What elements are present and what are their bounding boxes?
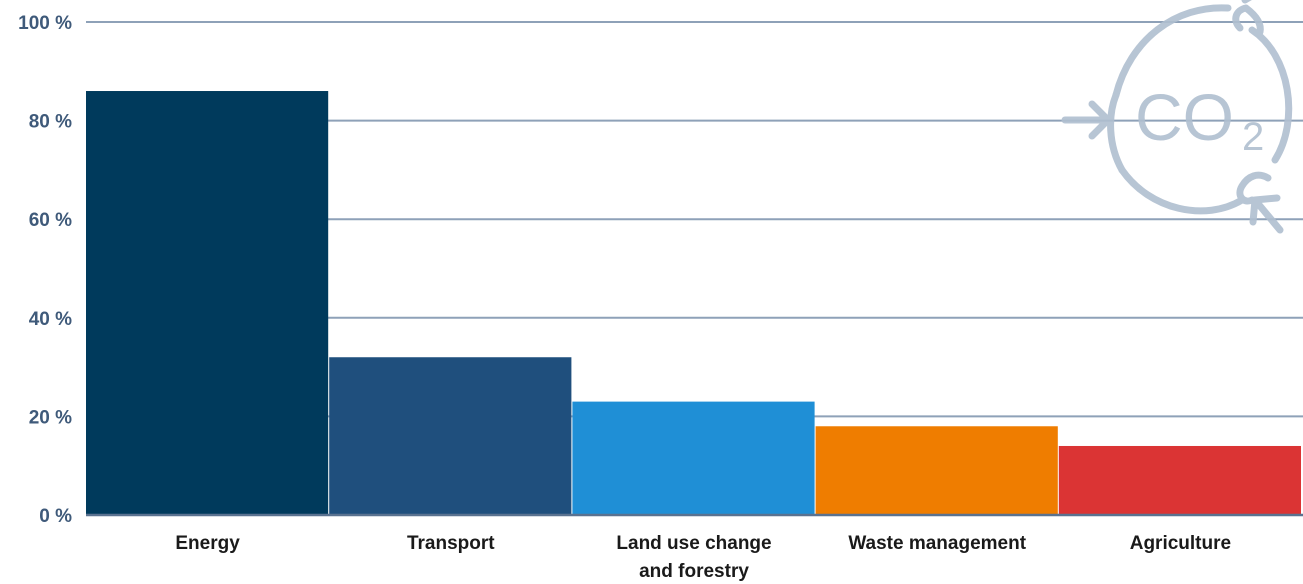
- co2-cycle-icon: CO 2: [1061, 0, 1293, 234]
- x-category-label: Land use change and forestry: [616, 533, 771, 582]
- bars: [86, 91, 1301, 516]
- y-tick-label: 20 %: [29, 407, 72, 428]
- y-axis-tick-labels: 0 % 20 % 40 % 60 % 80 % 100 %: [18, 13, 72, 527]
- bar: [329, 357, 572, 515]
- y-tick-label: 80 %: [29, 112, 72, 133]
- y-tick-label: 0 %: [39, 506, 72, 527]
- x-category-label: Waste management: [848, 533, 1026, 554]
- y-tick-label: 40 %: [29, 309, 72, 330]
- bar: [86, 91, 329, 516]
- x-category-label: Transport: [407, 533, 495, 554]
- bar: [815, 426, 1058, 515]
- y-tick-label: 60 %: [29, 210, 72, 231]
- co2-logo-text: CO: [1135, 80, 1234, 154]
- y-tick-label: 100 %: [18, 13, 72, 34]
- x-axis-category-labels: Energy Transport Land use change and forest…: [175, 533, 1231, 582]
- bar: [1058, 445, 1301, 515]
- co2-logo-subscript: 2: [1242, 115, 1264, 159]
- x-category-label: Agriculture: [1130, 533, 1231, 554]
- x-category-label: Energy: [175, 533, 240, 554]
- bar: [572, 401, 815, 515]
